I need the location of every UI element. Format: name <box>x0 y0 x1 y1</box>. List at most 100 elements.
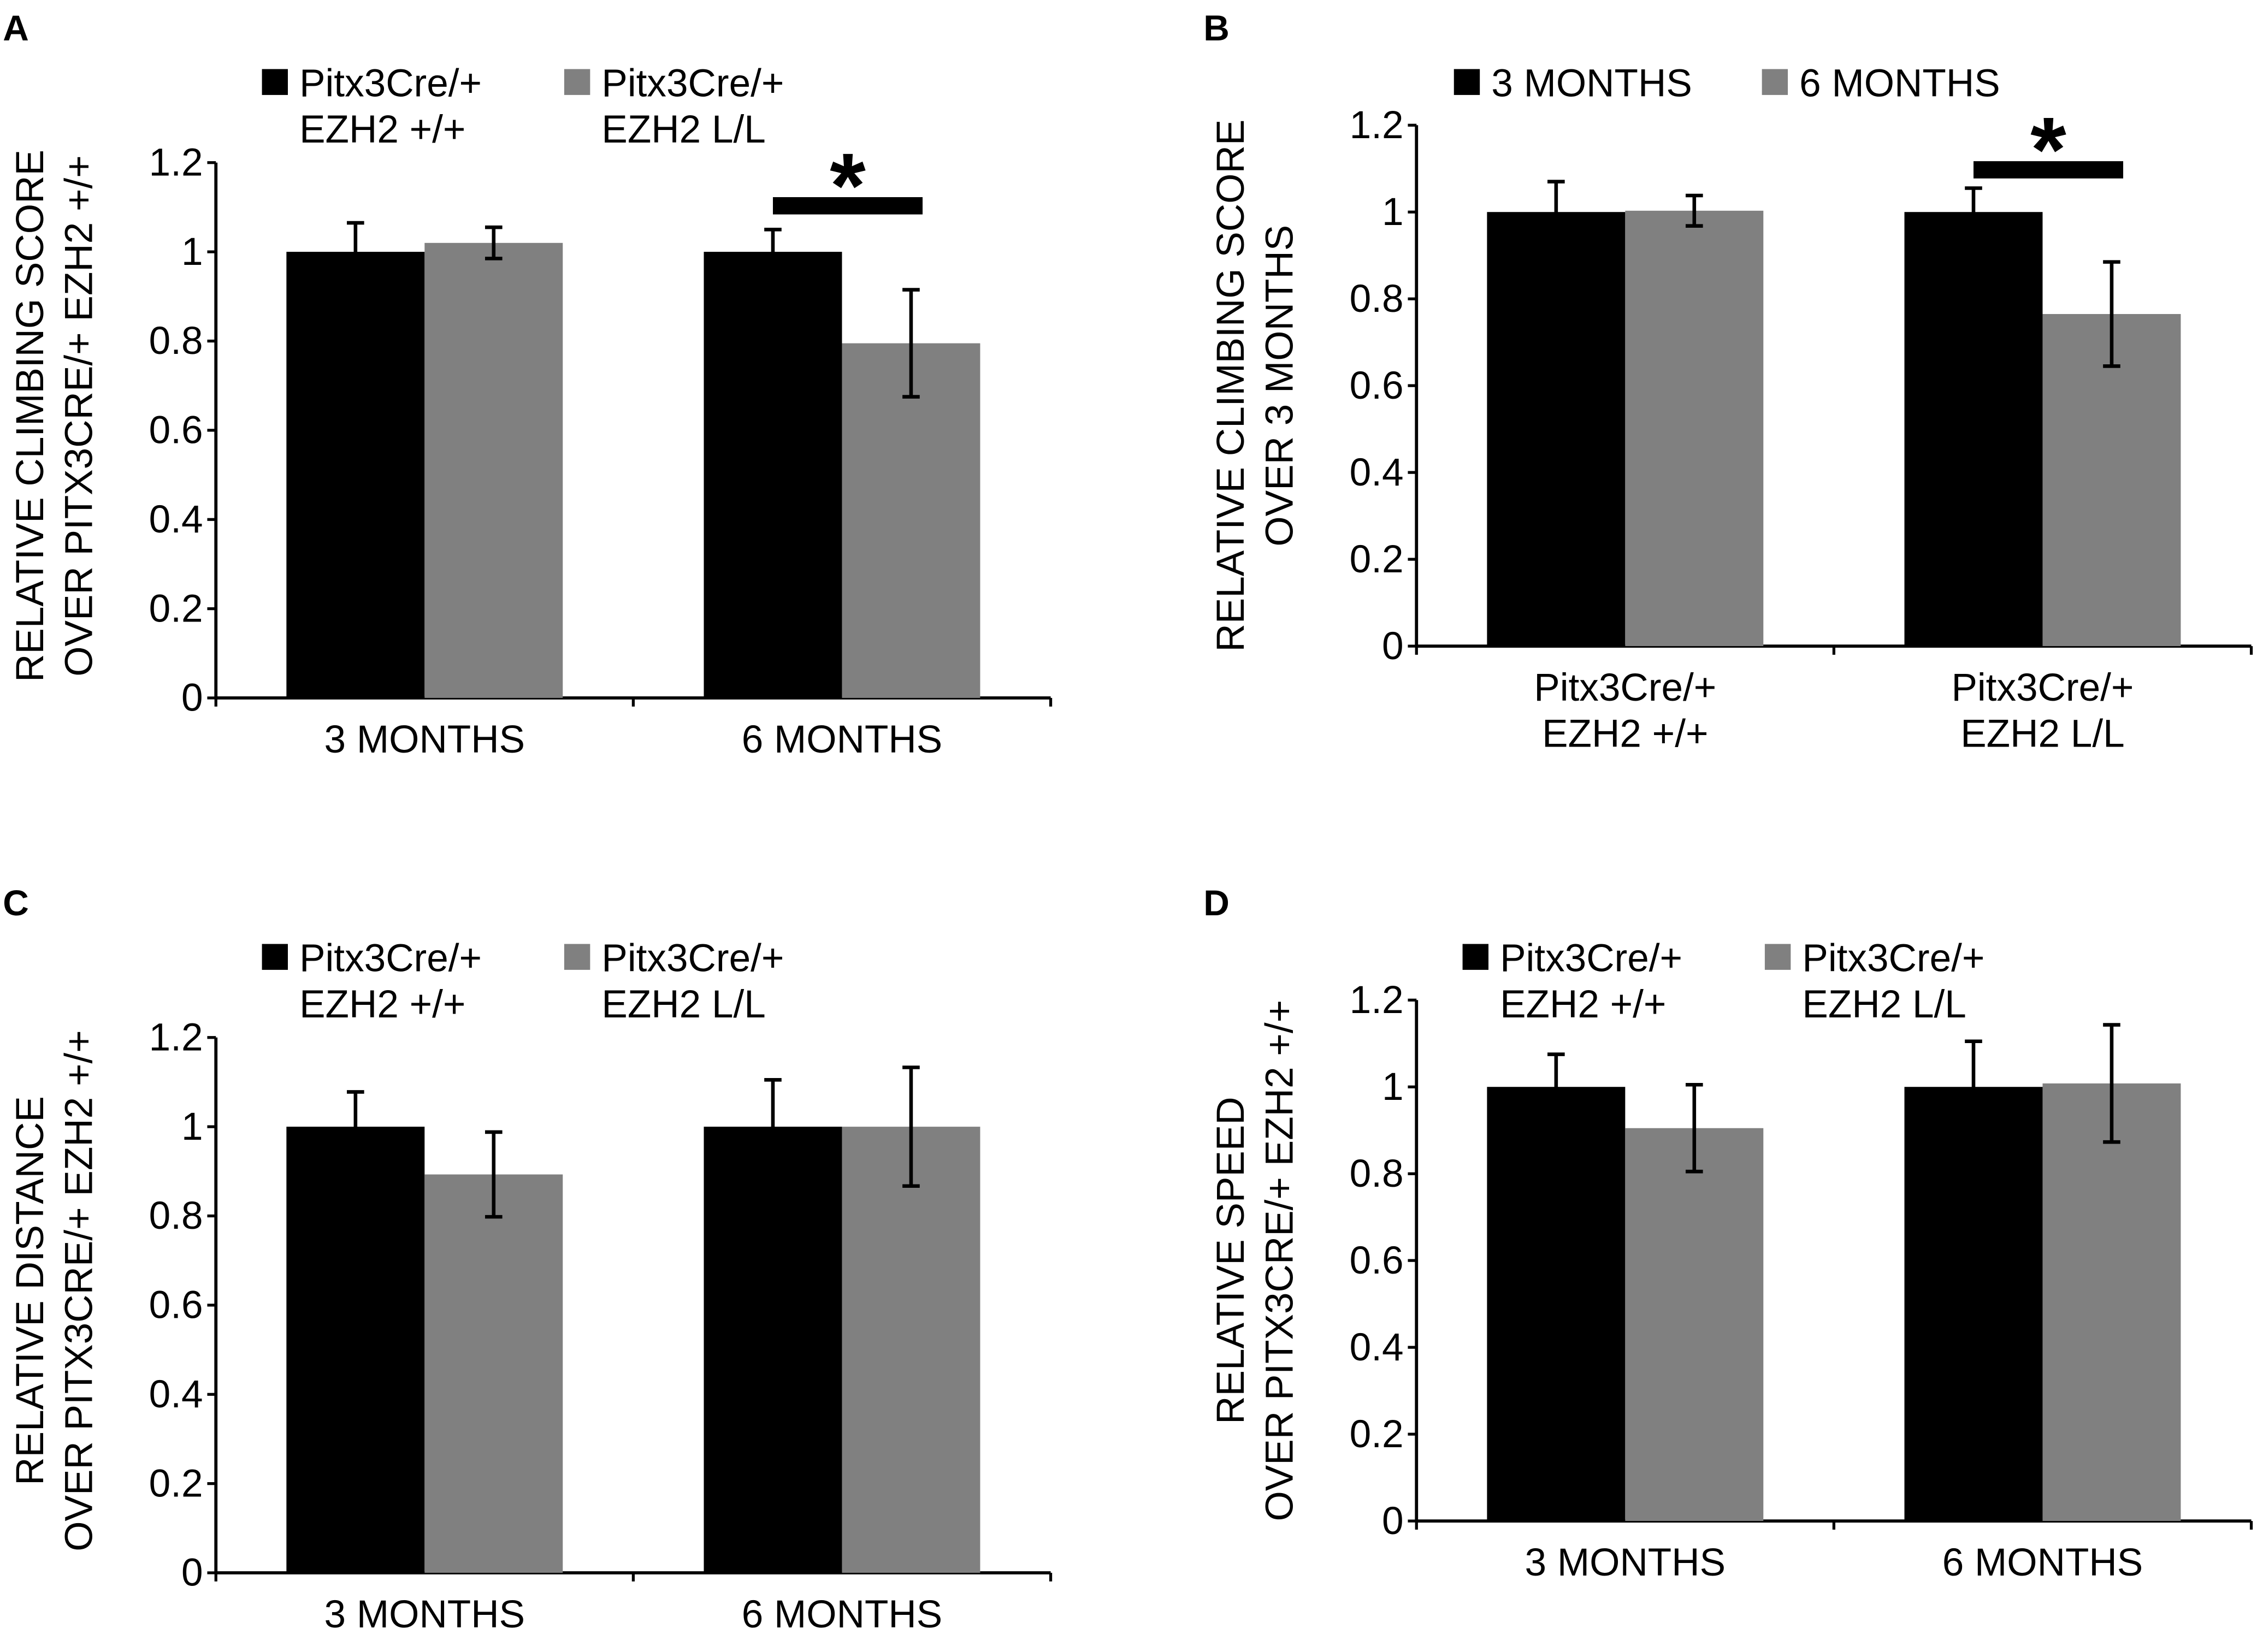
x-tick-label: 3 MONTHS <box>1525 1541 1726 1584</box>
bar <box>2042 314 2181 647</box>
y-tick-label: 0.8 <box>1349 1152 1403 1195</box>
y-tick-label: 1.2 <box>1349 104 1403 147</box>
y-axis-title: RELATIVE CLIMBING SCORE <box>9 150 52 682</box>
y-tick-label: 1 <box>1382 1065 1404 1109</box>
panel-letter: A <box>3 8 29 48</box>
y-axis-title: OVER PITX3CRE/+ EZH2 +/+ <box>58 155 101 677</box>
y-tick-label: 0 <box>1382 625 1404 668</box>
y-tick-label: 1.2 <box>149 141 203 184</box>
bar <box>286 252 425 698</box>
x-tick-label: Pitx3Cre/+ <box>1951 666 2134 709</box>
y-tick-label: 1.2 <box>149 1016 203 1059</box>
legend-entry: Pitx3Cre/+EZH2 L/L <box>564 937 784 1026</box>
bar <box>1624 1128 1763 1521</box>
y-tick-label: 0.6 <box>1349 1239 1403 1282</box>
y-tick-label: 0.4 <box>149 498 203 541</box>
legend-swatch <box>564 69 590 95</box>
y-tick-label: 0.6 <box>149 1284 203 1327</box>
y-tick-label: 0.2 <box>149 1462 203 1505</box>
legend-label: EZH2 L/L <box>601 983 765 1026</box>
legend-swatch <box>564 944 590 970</box>
legend-swatch <box>262 69 288 95</box>
legend-label: EZH2 L/L <box>1802 983 1966 1026</box>
legend-label: Pitx3Cre/+ <box>601 62 784 105</box>
y-tick-label: 0.4 <box>1349 1326 1403 1369</box>
panel-letter: D <box>1203 883 1230 923</box>
bar <box>424 1174 563 1573</box>
legend-entry: 6 MONTHS <box>1762 62 2000 105</box>
legend-label: Pitx3Cre/+ <box>299 937 482 980</box>
bar <box>424 242 563 698</box>
legend-entry: 3 MONTHS <box>1454 62 1692 105</box>
legend-label: Pitx3Cre/+ <box>299 62 482 105</box>
y-tick-label: 1 <box>181 230 203 274</box>
legend-label: Pitx3Cre/+ <box>601 937 784 980</box>
bar <box>842 1127 980 1573</box>
legend-label: EZH2 +/+ <box>1500 983 1666 1026</box>
bar <box>842 343 980 698</box>
bar <box>1486 1087 1625 1521</box>
y-tick-label: 0 <box>181 677 203 720</box>
legend-swatch <box>1762 69 1788 95</box>
significance-star: * <box>830 134 866 237</box>
legend-label: Pitx3Cre/+ <box>1802 937 1984 980</box>
y-tick-label: 0 <box>181 1552 203 1595</box>
y-tick-label: 0.4 <box>1349 451 1403 494</box>
legend-entry: Pitx3Cre/+EZH2 +/+ <box>262 937 482 1026</box>
legend-entry: Pitx3Cre/+EZH2 +/+ <box>1462 937 1682 1026</box>
bar <box>1486 212 1625 647</box>
x-tick-label: 3 MONTHS <box>324 718 525 761</box>
legend-label: 3 MONTHS <box>1491 62 1692 105</box>
bar <box>704 1127 842 1573</box>
x-tick-label: 3 MONTHS <box>324 1593 525 1636</box>
bar <box>1624 210 1763 647</box>
significance-star: * <box>2030 98 2066 201</box>
y-axis-title: RELATIVE DISTANCE <box>9 1096 52 1485</box>
y-tick-label: 1.2 <box>1349 979 1403 1022</box>
y-tick-label: 0.8 <box>149 319 203 363</box>
y-tick-label: 1 <box>1382 191 1404 234</box>
y-axis-title: OVER 3 MONTHS <box>1258 225 1301 547</box>
legend-entry: Pitx3Cre/+EZH2 L/L <box>1764 937 1984 1026</box>
legend-label: EZH2 +/+ <box>299 983 465 1026</box>
x-tick-label: 6 MONTHS <box>742 718 943 761</box>
legend-label: EZH2 +/+ <box>299 108 465 151</box>
y-tick-label: 0.2 <box>1349 538 1403 581</box>
panel-letter: B <box>1203 8 1230 48</box>
bar <box>1904 1087 2043 1521</box>
y-tick-label: 0.8 <box>149 1194 203 1237</box>
y-tick-label: 0.8 <box>1349 277 1403 321</box>
x-tick-label: EZH2 +/+ <box>1542 713 1708 756</box>
y-axis-title: RELATIVE CLIMBING SCORE <box>1209 120 1252 652</box>
legend-label: Pitx3Cre/+ <box>1500 937 1682 980</box>
legend-swatch <box>262 944 288 970</box>
bar <box>704 252 842 698</box>
bar <box>1904 212 2043 647</box>
legend-label: 6 MONTHS <box>1799 62 2000 105</box>
x-tick-label: 6 MONTHS <box>1942 1541 2143 1584</box>
legend-swatch <box>1764 944 1791 970</box>
bar <box>286 1127 425 1573</box>
panel-b-chart: B 3 MONTHS 6 MONTHS 0 0.2 0.4 0.6 0.8 1 1.2 RELATI… <box>1203 8 2253 756</box>
y-tick-label: 0.6 <box>149 409 203 452</box>
panel-letter: C <box>3 883 29 923</box>
legend-label: EZH2 L/L <box>601 108 765 151</box>
legend-swatch <box>1462 944 1488 970</box>
x-tick-label: 6 MONTHS <box>742 1593 943 1636</box>
x-tick-label: EZH2 L/L <box>1960 713 2124 756</box>
y-axis-title: OVER PITX3CRE/+ EZH2 +/+ <box>58 1030 101 1552</box>
legend-swatch <box>1454 69 1480 95</box>
y-axis-title: RELATIVE SPEED <box>1209 1097 1252 1424</box>
y-tick-label: 0.6 <box>1349 364 1403 407</box>
y-tick-label: 0 <box>1382 1500 1404 1543</box>
y-tick-label: 1 <box>181 1105 203 1148</box>
y-tick-label: 0.4 <box>149 1373 203 1416</box>
bar <box>2042 1083 2181 1521</box>
y-tick-label: 0.2 <box>1349 1413 1403 1456</box>
x-tick-label: Pitx3Cre/+ <box>1534 666 1716 709</box>
y-axis-title: OVER PITX3CRE/+ EZH2 +/+ <box>1258 1000 1301 1521</box>
legend-entry: Pitx3Cre/+EZH2 L/L <box>564 62 784 151</box>
